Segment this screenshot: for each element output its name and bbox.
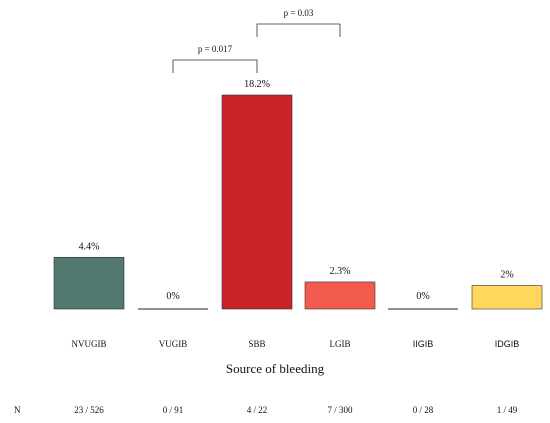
counts-row-label: N <box>14 405 21 415</box>
counts-row: 23 / 526 0 / 91 4 / 22 7 / 300 0 / 28 1 / 49 <box>74 405 518 415</box>
value-labels-group: 4.4% 0% 18.2% 2.3% 0% 2% <box>79 79 514 302</box>
bar-nvugib <box>53 256 125 310</box>
count-lgib: 7 / 300 <box>327 405 353 415</box>
value-label-nvugib: 4.4% <box>79 241 100 252</box>
bar-idgib <box>471 285 543 310</box>
bars-group <box>53 94 543 310</box>
x-axis-title: Source of bleeding <box>226 361 325 376</box>
category-labels-group: NVUGIB VUGIB SBB LGIB IIGIB IDGIB <box>72 339 520 349</box>
category-label-iigib: IIGIB <box>413 339 434 349</box>
comparison-bracket-1 <box>172 59 258 73</box>
value-label-vugib: 0% <box>166 291 179 302</box>
category-label-vugib: VUGIB <box>159 339 188 349</box>
value-label-idgib: 2% <box>500 269 513 280</box>
category-label-lgib: LGIB <box>330 339 351 349</box>
bar-sbb <box>221 94 293 310</box>
p-value-label-1: p = 0.017 <box>198 44 233 54</box>
category-label-nvugib: NVUGIB <box>72 339 107 349</box>
count-vugib: 0 / 91 <box>163 405 184 415</box>
value-label-sbb: 18.2% <box>244 79 270 90</box>
category-label-idgib: IDGIB <box>495 339 520 349</box>
comparison-bracket-2 <box>256 23 341 37</box>
count-iigib: 0 / 28 <box>413 405 434 415</box>
significance-brackets: p = 0.017 p = 0.03 <box>172 8 341 73</box>
category-label-sbb: SBB <box>248 339 265 349</box>
p-value-label-2: p = 0.03 <box>284 8 314 18</box>
count-idgib: 1 / 49 <box>497 405 518 415</box>
value-label-lgib: 2.3% <box>330 266 351 277</box>
count-sbb: 4 / 22 <box>247 405 268 415</box>
count-nvugib: 23 / 526 <box>74 405 104 415</box>
bar-lgib <box>304 281 376 310</box>
value-label-iigib: 0% <box>416 291 429 302</box>
